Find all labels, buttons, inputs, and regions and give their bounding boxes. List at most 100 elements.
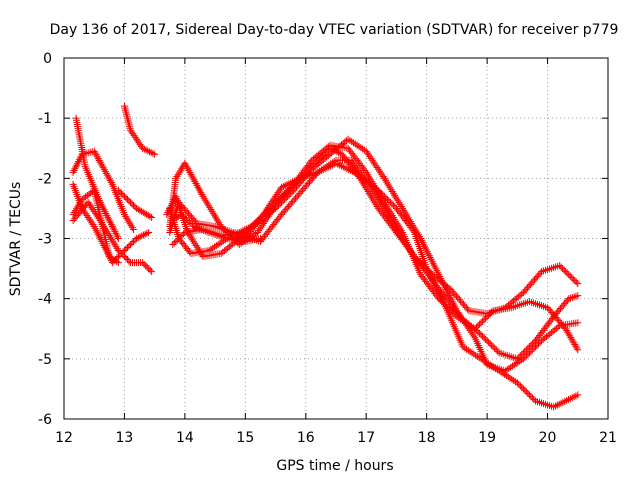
data-point-marker [436,296,444,304]
data-point-marker [126,198,134,206]
data-point-marker [140,260,148,268]
data-point-marker [237,228,245,236]
data-point-marker [110,226,118,234]
data-point-marker [109,224,117,232]
data-point-marker [170,239,178,247]
data-point-marker [470,350,478,358]
data-point-marker [120,253,128,261]
data-point-marker [139,144,147,152]
data-point-marker [524,344,532,352]
data-point-marker [364,179,372,187]
data-point-marker [519,355,527,363]
data-point-marker [504,373,512,381]
data-point-marker [507,363,515,371]
data-point-marker [128,128,136,136]
data-point-marker [336,161,344,169]
data-point-marker [475,329,483,337]
data-point-marker [89,221,97,229]
data-point-marker [184,216,192,224]
data-point-marker [178,231,186,239]
data-point-marker [114,186,122,194]
data-point-marker [439,299,447,307]
data-point-marker [527,341,535,349]
data-point-marker [454,309,462,317]
data-point-marker [455,310,463,318]
data-point-marker [476,320,484,328]
data-point-marker [141,230,149,238]
data-point-marker [372,162,380,170]
data-point-marker [135,139,143,147]
data-point-marker [343,165,351,173]
data-point-marker [122,245,130,253]
data-point-marker [179,212,187,220]
data-point-marker [574,346,582,354]
data-point-marker [122,254,130,262]
data-point-marker [128,239,136,247]
data-point-marker [179,230,187,238]
data-point-marker [176,233,184,241]
data-point-marker [521,386,529,394]
data-point-marker [527,347,535,355]
data-point-marker [285,191,293,199]
data-point-marker [482,314,490,322]
data-point-marker [246,223,254,231]
series-track-f [114,186,156,221]
data-point-marker [566,272,574,280]
data-point-marker [239,227,247,235]
data-point-marker [362,147,370,155]
data-point-marker [278,183,286,191]
data-point-marker [383,195,391,203]
data-point-marker [341,164,349,172]
y-tick-label: -6 [38,412,52,428]
data-point-marker [562,268,570,276]
data-point-marker [377,169,385,177]
data-point-marker [114,247,122,255]
data-point-marker [316,167,324,175]
y-tick-label: 0 [43,51,52,67]
series-track-l [169,135,582,375]
data-point-marker [144,147,152,155]
data-point-marker [560,266,568,274]
data-point-marker [519,385,527,393]
data-point-marker [378,171,386,179]
data-point-marker [123,256,131,264]
data-point-marker [216,239,224,247]
data-point-marker [563,269,571,277]
data-point-marker [502,372,510,380]
data-point-marker [458,314,466,322]
data-point-marker [117,189,125,197]
y-tick-labels: 0 -1 -2 -3 -4 -5 -6 [38,51,52,428]
data-point-marker [85,215,93,223]
data-point-marker [506,374,514,382]
data-point-marker [117,250,125,258]
x-tick-label: 21 [599,430,617,446]
data-point-marker [463,321,471,329]
data-point-marker [515,380,523,388]
data-point-marker [557,263,565,271]
data-point-marker [87,217,95,225]
data-point-marker [279,182,287,190]
data-point-marker [516,352,524,360]
data-point-marker [279,197,287,205]
data-point-marker [513,379,521,387]
data-point-marker [122,194,130,202]
data-point-marker [474,322,482,330]
data-point-marker [373,164,381,172]
data-point-marker [178,210,186,218]
data-point-marker [441,301,449,309]
data-point-marker [465,325,473,333]
data-points [69,102,582,411]
data-point-marker [319,165,327,173]
data-point-marker [288,188,296,196]
x-tick-label: 18 [418,430,436,446]
data-point-marker [501,370,509,378]
data-point-marker [146,266,154,274]
data-point-marker [81,208,89,216]
data-point-marker [244,224,252,232]
data-point-marker [554,323,562,331]
data-point-marker [272,192,280,200]
data-point-marker [488,341,496,349]
data-point-marker [368,156,376,164]
data-point-marker [386,198,394,206]
